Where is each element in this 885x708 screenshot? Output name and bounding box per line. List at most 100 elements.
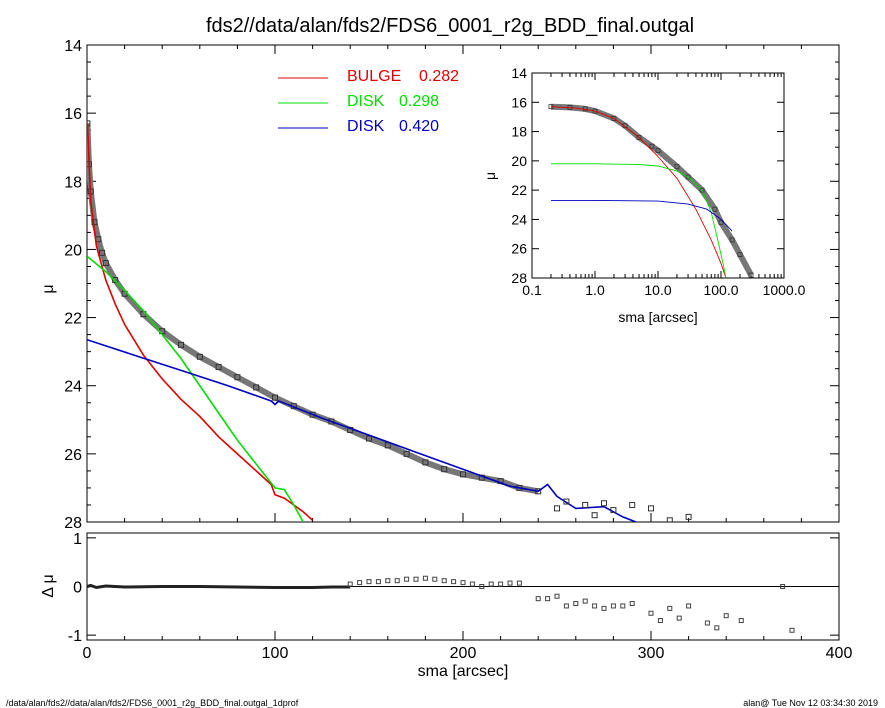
inset-data-point xyxy=(649,143,655,149)
inset-data-point xyxy=(636,135,642,140)
main-y-tick-label: 28 xyxy=(64,515,82,532)
inset-plot-panel: 14 16 18 20 22 24 26 280.1 1.0 10.0 100.0 1000.0 sma… xyxy=(482,65,806,325)
residual-point xyxy=(601,605,607,611)
residual-point xyxy=(375,579,381,585)
residual-point xyxy=(620,603,626,609)
residual-point xyxy=(629,601,635,607)
residual-y-tick-label: 0 xyxy=(73,580,82,597)
residual-point xyxy=(516,580,522,586)
main-y-tick-label: 22 xyxy=(64,311,82,328)
inset-x-tick-label: 10.0 xyxy=(644,282,671,298)
data-point xyxy=(403,450,410,457)
inset-data-point xyxy=(748,272,754,278)
data-point xyxy=(102,260,109,267)
data-point xyxy=(99,249,106,256)
residual-point xyxy=(479,584,485,589)
residual-point xyxy=(535,596,541,602)
residual-point xyxy=(394,578,400,584)
residual-x-axis-label: sma [arcsec] xyxy=(418,663,509,680)
legend-value-disk-2: 0.420 xyxy=(399,118,439,135)
residual-point xyxy=(469,581,475,587)
residual-y-tick-label: -1 xyxy=(68,628,82,645)
residual-point xyxy=(667,605,673,611)
residual-point xyxy=(507,580,513,586)
series-line-bulge xyxy=(87,123,314,521)
main-plot-panel: 14 16 18 20 22 24 26 28 μ xyxy=(40,38,840,532)
data-point xyxy=(441,466,448,473)
inset-y-tick-label: 16 xyxy=(511,94,527,110)
residual-point xyxy=(441,578,447,584)
residual-point xyxy=(592,603,598,609)
inset-series-line-disk1 xyxy=(551,163,727,278)
residual-y-tick-label: 1 xyxy=(73,531,82,548)
legend-label-disk-2: DISK xyxy=(347,118,385,135)
residual-point xyxy=(686,603,692,609)
residual-point xyxy=(488,581,494,587)
main-y-axis-label: μ xyxy=(40,284,57,293)
inset-y-tick-label: 24 xyxy=(511,211,527,227)
main-series-group xyxy=(87,120,692,522)
residual-x-tick-label: 0 xyxy=(83,645,92,662)
legend-value-bulge: 0.282 xyxy=(419,68,459,85)
main-y-tick-label: 26 xyxy=(64,447,82,464)
chart-title: fds2//data/alan/fds2/FDS6_0001_r2g_BDD_f… xyxy=(206,15,694,37)
inset-x-tick-label: 0.1 xyxy=(522,282,542,298)
residual-point xyxy=(704,620,710,626)
residual-x-tick-label: 300 xyxy=(638,645,665,662)
outer-data-point xyxy=(666,517,673,522)
data-profile-band xyxy=(87,123,539,495)
residual-point xyxy=(648,610,654,616)
residual-point xyxy=(573,601,579,607)
data-point xyxy=(178,341,184,348)
outer-data-point xyxy=(591,512,598,519)
main-y-tick-label: 20 xyxy=(64,242,82,259)
series-line-disk1 xyxy=(87,255,304,522)
residual-point xyxy=(789,627,795,633)
data-point xyxy=(460,471,466,478)
residual-x-tick-label: 200 xyxy=(450,645,477,662)
residual-point xyxy=(545,596,551,602)
residual-point xyxy=(460,580,466,586)
inset-data-point xyxy=(655,148,661,154)
inset-x-axis-label: sma [arcsec] xyxy=(618,309,697,325)
inset-data-point xyxy=(674,164,680,170)
inset-series-line-disk2 xyxy=(551,199,733,232)
residual-point xyxy=(563,603,569,609)
outer-data-point xyxy=(629,501,636,508)
data-point xyxy=(91,219,98,226)
inset-y-tick-label: 22 xyxy=(511,182,527,198)
outer-data-point xyxy=(648,505,654,512)
legend-value-disk-1: 0.298 xyxy=(399,93,439,110)
inset-series-group xyxy=(548,103,754,278)
inset-data-point xyxy=(712,206,718,212)
data-point xyxy=(272,394,278,401)
data-point xyxy=(422,459,429,466)
residual-point xyxy=(738,618,744,624)
outer-data-point xyxy=(582,501,589,508)
data-point xyxy=(253,384,260,391)
residual-point xyxy=(714,625,720,631)
footer-path: /data/alan/fds2//data/alan/fds2/FDS6_000… xyxy=(6,698,299,708)
series-line-disk2 xyxy=(87,338,637,522)
residual-point xyxy=(554,593,560,599)
residual-point xyxy=(610,603,616,609)
residual-point xyxy=(422,575,428,581)
main-y-tick-label: 18 xyxy=(64,174,82,191)
main-y-tick-label: 14 xyxy=(64,38,82,55)
inset-y-tick-label: 18 xyxy=(511,124,527,140)
data-point xyxy=(234,374,241,381)
inset-plot-frame xyxy=(531,72,785,279)
residual-point xyxy=(347,581,353,587)
residual-y-axis-label: Δ μ xyxy=(40,574,57,597)
residual-point xyxy=(498,581,504,587)
inset-y-axis-label: μ xyxy=(482,172,498,180)
inset-y-tick-label: 26 xyxy=(511,241,527,257)
data-point xyxy=(366,435,372,442)
residual-point xyxy=(780,584,786,589)
outer-data-point xyxy=(563,498,570,505)
inset-y-tick-label: 20 xyxy=(511,153,527,169)
data-point xyxy=(112,277,119,284)
inset-x-tick-label: 1.0 xyxy=(585,282,605,298)
